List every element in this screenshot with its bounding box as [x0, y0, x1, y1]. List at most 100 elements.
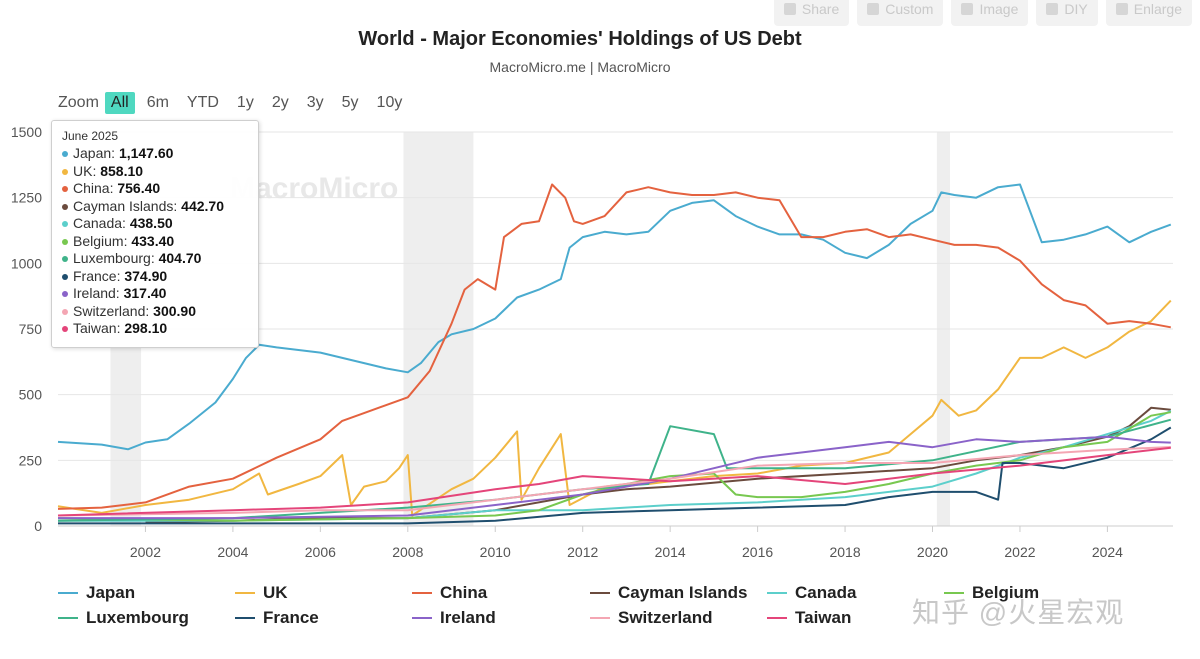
legend-item-switzerland[interactable]: Switzerland — [590, 608, 712, 628]
legend-label: Canada — [795, 583, 857, 602]
zoom-ytd-button[interactable]: YTD — [186, 94, 219, 111]
tooltip-series-value: 858.10 — [100, 162, 144, 179]
legend-swatch — [58, 592, 78, 594]
legend-label: Luxembourg — [86, 608, 189, 627]
y-tick-label: 500 — [19, 387, 43, 403]
tooltip-series-value: 438.50 — [129, 215, 173, 231]
legend-item-france[interactable]: France — [235, 608, 319, 628]
legend-swatch — [235, 592, 255, 594]
tooltip-row: France: 374.90 — [62, 268, 167, 284]
tooltip-row: UK: 858.10 — [62, 163, 143, 179]
custom-button[interactable]: Custom — [857, 0, 944, 26]
legend-label: Belgium — [972, 583, 1040, 602]
zoom-all-button[interactable]: All — [104, 92, 135, 114]
legend-swatch — [412, 617, 432, 619]
zoom-6m-button[interactable]: 6m — [146, 94, 169, 111]
legend-swatch — [590, 592, 610, 594]
x-tick-label: 2014 — [655, 544, 686, 560]
legend-item-ireland[interactable]: Ireland — [412, 608, 496, 628]
download-icon — [961, 3, 974, 15]
image-button[interactable]: Image — [951, 0, 1029, 26]
watermark: 知乎 @火星宏观 — [912, 597, 1125, 628]
legend-label: UK — [263, 583, 288, 602]
tooltip-series-name: Japan: — [73, 145, 119, 161]
tooltip-series-name: Taiwan: — [73, 320, 125, 336]
legend-item-japan[interactable]: Japan — [58, 583, 135, 603]
y-tick-label: 750 — [19, 321, 43, 337]
gear-icon — [867, 3, 880, 15]
tooltip-series-name: China: — [73, 180, 118, 196]
zoom-10y-button[interactable]: 10y — [376, 94, 403, 111]
legend-swatch — [58, 617, 78, 619]
zoom-2y-button[interactable]: 2y — [271, 94, 289, 111]
x-tick-label: 2012 — [567, 544, 598, 560]
tooltip-date: June 2025 — [62, 129, 119, 143]
zoom-3y-button[interactable]: 3y — [306, 94, 324, 111]
tooltip-series-name: Luxembourg: — [73, 250, 159, 266]
legend-item-belgium[interactable]: Belgium — [944, 583, 1039, 603]
legend-swatch — [412, 592, 432, 594]
series-dot-icon — [62, 291, 68, 298]
tooltip-series-value: 1,147.60 — [118, 145, 174, 161]
x-tick-label: 2002 — [130, 544, 161, 560]
tooltip-series-value: 756.40 — [117, 180, 161, 196]
series-line-belgium — [57, 411, 1171, 522]
tooltip-series-value: 433.40 — [131, 232, 175, 249]
legend-item-canada[interactable]: Canada — [767, 583, 856, 603]
chart-title: World - Major Economies' Holdings of US … — [358, 28, 802, 50]
series-dot-icon — [62, 326, 68, 333]
series-line-taiwan — [57, 446, 1171, 517]
series-dot-icon — [62, 168, 68, 175]
tooltip-series-value: 300.90 — [153, 302, 196, 319]
x-tick-label: 2016 — [742, 544, 773, 560]
chart-subtitle: MacroMicro.me | MacroMicro — [489, 59, 671, 75]
tooltip-row: Luxembourg: 404.70 — [62, 250, 201, 266]
legend-item-china[interactable]: China — [412, 583, 487, 603]
series-dot-icon — [62, 186, 68, 193]
tooltip-series-value: 442.70 — [181, 197, 224, 214]
legend-label: Japan — [86, 583, 136, 602]
zoom-label: Zoom — [58, 94, 99, 111]
legend-swatch — [235, 617, 255, 619]
zoom-bar: Zoom All 6m YTD 1y 2y 3y 5y 10y — [58, 92, 414, 114]
legend-item-taiwan[interactable]: Taiwan — [767, 608, 851, 628]
legend-label: Taiwan — [795, 608, 852, 627]
legend-label: China — [440, 583, 488, 602]
tooltip-series-name: Cayman Islands: — [73, 197, 182, 214]
series-line-china — [57, 183, 1171, 510]
tooltip-series-value: 404.70 — [158, 250, 202, 266]
tooltip-series-name: Canada: — [73, 215, 130, 231]
y-tick-label: 0 — [34, 518, 42, 534]
tooltip-series-name: Switzerland: — [73, 302, 154, 319]
tooltip-row: Belgium: 433.40 — [62, 233, 174, 249]
diy-button[interactable]: DIY — [1036, 0, 1098, 26]
series-line-switzerland — [57, 446, 1171, 517]
legend-label: France — [263, 608, 319, 627]
tooltip-series-name: Belgium: — [73, 232, 132, 249]
x-tick-label: 2018 — [829, 544, 860, 560]
series-dot-icon — [62, 238, 68, 245]
tooltip-row: Canada: 438.50 — [62, 215, 173, 231]
x-tick-label: 2024 — [1092, 544, 1123, 560]
y-tick-label: 1000 — [11, 255, 42, 271]
x-tick-label: 2004 — [217, 544, 248, 560]
legend-item-luxembourg[interactable]: Luxembourg — [58, 608, 189, 628]
tooltip-series-name: UK: — [73, 162, 101, 179]
toolbar: Share Custom Image DIY Enlarge — [773, 0, 1192, 26]
legend-swatch — [767, 592, 787, 594]
zoom-1y-button[interactable]: 1y — [236, 94, 254, 111]
legend-label: Ireland — [440, 608, 496, 627]
tooltip-series-value: 298.10 — [124, 320, 168, 336]
share-button[interactable]: Share — [773, 0, 850, 26]
zoom-5y-button[interactable]: 5y — [341, 94, 359, 111]
series-line-france — [58, 426, 1172, 525]
x-tick-label: 2010 — [480, 544, 511, 560]
y-tick-label: 1500 — [11, 124, 42, 140]
legend-item-uk[interactable]: UK — [235, 583, 288, 603]
legend-item-cayman-islands[interactable]: Cayman Islands — [590, 583, 747, 603]
share-icon — [783, 3, 796, 15]
series-line-japan — [57, 183, 1172, 451]
series-dot-icon — [62, 308, 68, 315]
enlarge-button[interactable]: Enlarge — [1105, 0, 1192, 26]
series-dot-icon — [62, 273, 68, 280]
